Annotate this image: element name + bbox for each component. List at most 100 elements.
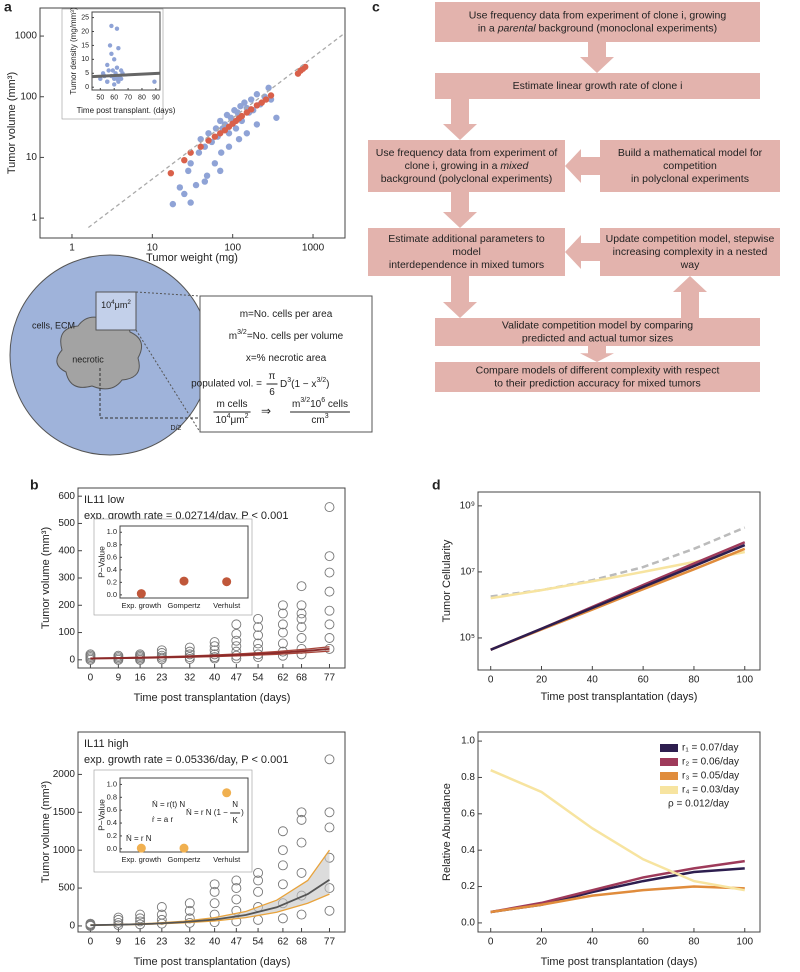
y-axis-label: Tumor volume (mm³)	[40, 781, 52, 883]
panel-label: d	[432, 477, 441, 493]
y-tick-label: 0.6	[461, 808, 475, 819]
x-tick-label: 40	[587, 937, 599, 948]
data-point	[192, 181, 200, 189]
superscript: 3/2	[300, 397, 310, 404]
x-tick-label: 80	[688, 675, 700, 686]
y-tick-label: 1.0	[107, 779, 117, 788]
text-segment: Validate competition model by comparing	[502, 319, 693, 331]
x-tick-label: 23	[156, 937, 168, 948]
data-point	[247, 96, 255, 103]
text-segment: in a	[478, 22, 498, 34]
data-point	[156, 650, 167, 661]
y-axis-label: P−Value	[96, 799, 106, 831]
implies: ⇒	[261, 404, 271, 418]
data-point	[296, 622, 307, 633]
y-tick-label: 0	[69, 654, 75, 665]
data-point	[211, 133, 219, 140]
legend-swatch	[660, 758, 678, 766]
text-segment: 10	[215, 415, 227, 426]
y-tick-label: 1000	[15, 31, 38, 42]
x-tick-label: 0	[488, 675, 494, 686]
data-point	[253, 630, 264, 641]
y-tick-label: 10⁵	[460, 633, 475, 644]
y-tick-label: 10⁷	[460, 567, 475, 578]
data-point	[181, 190, 188, 198]
data-point	[181, 156, 188, 164]
flow-node	[600, 228, 780, 276]
x-tick-label: 1	[69, 243, 75, 254]
equation: ṙ = a r	[152, 815, 173, 824]
data-point	[324, 567, 335, 578]
data-point	[113, 912, 124, 923]
data-point	[265, 84, 272, 92]
data-point	[296, 613, 307, 624]
text-segment: μm	[231, 415, 245, 426]
flow-node	[435, 362, 760, 392]
data-point	[277, 845, 288, 856]
p-value-dot	[222, 788, 232, 798]
equation: Ṅ = r N	[126, 834, 152, 843]
panel-label: c	[372, 0, 380, 15]
data-point	[273, 114, 280, 121]
text-segment: increasing complexity in a nested	[613, 246, 768, 258]
data-point	[197, 143, 204, 150]
data-point	[324, 807, 335, 818]
x-tick-label: 40	[587, 675, 599, 686]
data-point	[231, 635, 242, 646]
x-tick-label: 0	[88, 673, 94, 684]
data-point	[184, 905, 195, 916]
y-axis-label: Tumor volume (mm³)	[40, 527, 52, 629]
flow-node	[600, 140, 780, 192]
text-segment: Estimate additional parameters to	[388, 233, 545, 245]
flow-node-text: Estimate linear growth rate of clone i	[513, 80, 683, 92]
y-tick-label: 0.6	[107, 552, 117, 561]
area-square	[95, 291, 137, 331]
data-point	[277, 879, 288, 890]
x-tick-label: 40	[209, 673, 221, 684]
data-point	[135, 909, 146, 920]
data-point	[85, 649, 96, 660]
text-segment: background (polyclonal experiments)	[381, 173, 553, 185]
data-point	[296, 633, 307, 643]
x-tick-label: Verhulst	[213, 855, 241, 864]
data-point	[118, 76, 124, 82]
x-tick-label: 10	[147, 243, 159, 254]
data-point	[209, 637, 220, 648]
x-tick-label: 16	[135, 937, 147, 948]
y-tick-label: 5	[85, 70, 89, 77]
x-tick-label: 32	[184, 673, 196, 684]
superscript: 3/2	[316, 377, 326, 384]
legend-note: ρ = 0.012/day	[668, 799, 729, 810]
flow-node-text: in polyclonal experiments	[631, 173, 749, 185]
y-tick-label: 200	[58, 600, 75, 611]
outer-label: cells, ECM	[32, 320, 75, 330]
confidence-band	[90, 850, 330, 926]
data-point	[184, 642, 195, 653]
data-point	[253, 102, 261, 109]
x-tick-label: 47	[231, 937, 243, 948]
fit-line	[90, 878, 330, 927]
x-axis-label: Time post transplantation (days)	[541, 691, 698, 703]
data-point	[296, 608, 307, 619]
flow-node-text: way	[680, 259, 700, 271]
p-value-dot	[222, 577, 232, 587]
flow-node-text: to their prediction accuracy for mixed t…	[494, 377, 701, 389]
y-tick-label: 0	[69, 921, 75, 932]
data-point	[243, 130, 251, 137]
flow-node-text: clone i, growing in a mixed	[405, 160, 530, 172]
data-point	[277, 860, 288, 871]
data-point	[209, 879, 220, 890]
flow-arrow	[673, 276, 707, 318]
annotation: IL11 low	[84, 494, 124, 506]
connector	[135, 329, 201, 433]
denominator: 104μm2	[215, 413, 248, 425]
data-point	[217, 117, 224, 125]
data-point	[110, 68, 116, 73]
text-segment: π	[269, 371, 276, 382]
x-tick-label: 50	[96, 94, 104, 101]
data-point	[209, 898, 220, 909]
definition: m=No. cells per area	[240, 309, 333, 320]
y-tick-label: 300	[58, 573, 75, 584]
legend-swatch	[660, 786, 678, 794]
